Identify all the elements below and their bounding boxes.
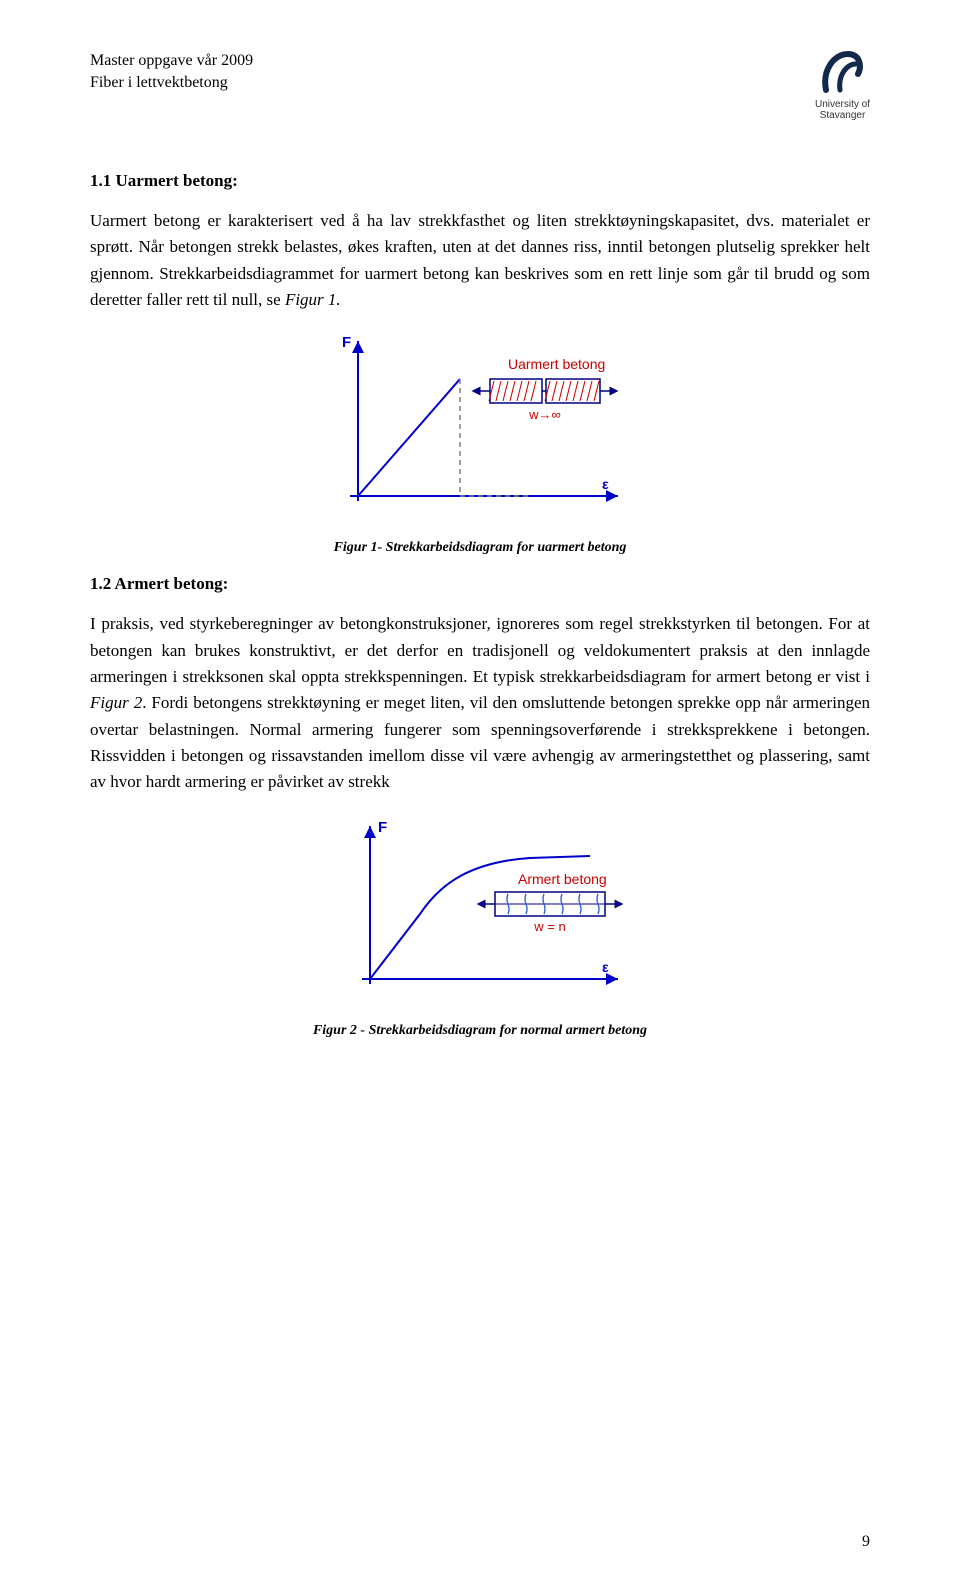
section-1-paragraph: Uarmert betong er karakterisert ved å ha… xyxy=(90,208,870,313)
university-logo-icon xyxy=(815,50,870,97)
header-line1: Master oppgave vår 2009 xyxy=(90,50,253,72)
page-number: 9 xyxy=(862,1533,870,1551)
section-2-figref: Figur 2 xyxy=(90,693,142,712)
svg-text:ε: ε xyxy=(602,959,609,975)
header-line2: Fiber i lettvektbetong xyxy=(90,72,253,94)
section-2-text-b: . Fordi betongens strekktøyning er meget… xyxy=(90,693,870,791)
header-right: University of Stavanger xyxy=(815,50,870,121)
figure-1-svg: Fε Uarmert betong w→∞ xyxy=(330,331,630,521)
university-name-2: Stavanger xyxy=(815,110,870,121)
section-1-figref: Figur 1. xyxy=(285,290,341,309)
figure-2-caption: Figur 2 - Strekkarbeidsdiagram for norma… xyxy=(90,1023,870,1039)
svg-text:w→∞: w→∞ xyxy=(528,407,561,422)
svg-text:Armert betong: Armert betong xyxy=(518,871,607,887)
university-name-1: University of xyxy=(815,99,870,110)
page-header: Master oppgave vår 2009 Fiber i lettvekt… xyxy=(90,50,870,121)
section-2-paragraph: I praksis, ved styrkeberegninger av beto… xyxy=(90,611,870,795)
svg-text:w = n: w = n xyxy=(533,919,565,934)
section-1-heading: 1.1 Uarmert betong: xyxy=(90,171,870,191)
figure-2-svg: Fε Armert betong w = n xyxy=(330,814,630,1004)
svg-text:F: F xyxy=(378,819,387,836)
svg-text:F: F xyxy=(342,334,351,351)
svg-text:ε: ε xyxy=(602,476,609,492)
section-2-heading: 1.2 Armert betong: xyxy=(90,574,870,594)
figure-1: Fε Uarmert betong w→∞ xyxy=(90,331,870,526)
section-1-text: Uarmert betong er karakterisert ved å ha… xyxy=(90,211,870,309)
figure-1-caption: Figur 1- Strekkarbeidsdiagram for uarmer… xyxy=(90,540,870,556)
svg-text:Uarmert betong: Uarmert betong xyxy=(508,356,605,372)
header-left: Master oppgave vår 2009 Fiber i lettvekt… xyxy=(90,50,253,93)
figure-2: Fε Armert betong w = n xyxy=(90,814,870,1009)
section-2-text-a: I praksis, ved styrkeberegninger av beto… xyxy=(90,614,870,686)
